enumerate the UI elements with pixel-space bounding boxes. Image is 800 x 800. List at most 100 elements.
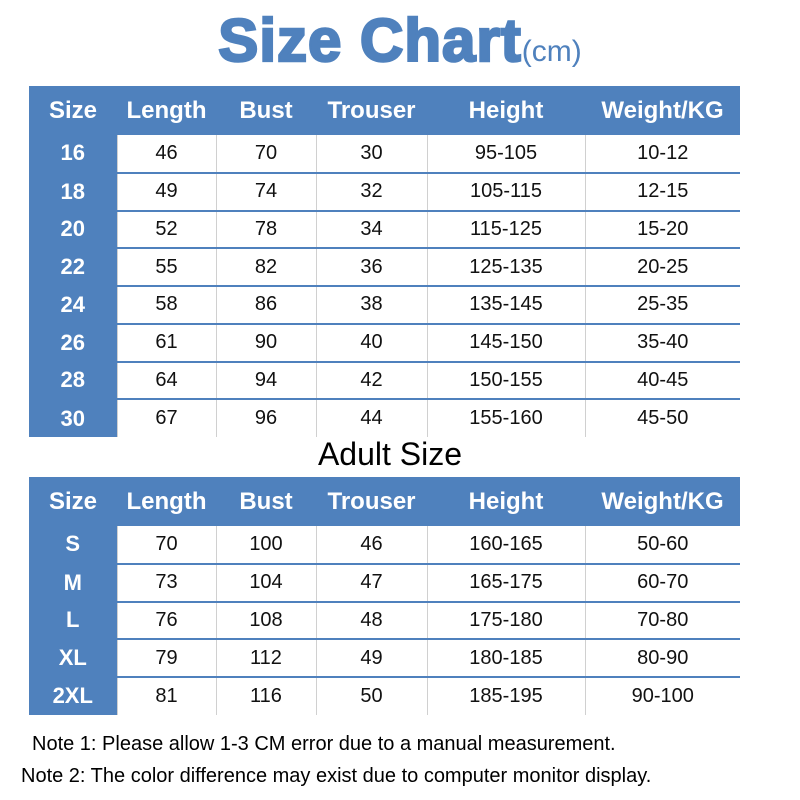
table-cell: 155-160 <box>426 399 585 437</box>
note-1: Note 1: Please allow 1-3 CM error due to… <box>32 733 616 755</box>
table-cell: 70 <box>215 135 316 174</box>
column-header: Trouser <box>327 487 416 515</box>
table-cell: 108 <box>215 601 316 641</box>
table-cell: 79 <box>116 639 216 678</box>
table-cell: 60-70 <box>584 563 740 603</box>
column-header: Trouser <box>327 96 416 124</box>
table-cell: 70-80 <box>584 601 740 641</box>
adult-size-table: Size Length Bust Trouser Height Weight/KG S 70 1… <box>29 477 740 715</box>
note-2: Note 2: The color difference may exist d… <box>21 765 652 787</box>
size-label-cell: 16 <box>29 135 117 174</box>
table-cell: 175-180 <box>426 601 585 641</box>
adult-size-heading: Adult Size <box>317 436 463 472</box>
header-row: Size Length Bust Trouser Height Weight/KG <box>29 477 740 526</box>
table-cell: 100 <box>215 526 316 565</box>
table-cell: 64 <box>116 361 216 401</box>
table-cell: 125-135 <box>426 248 585 287</box>
size-label-cell: M <box>29 563 117 603</box>
title-main: Size Chart <box>217 6 522 76</box>
table-cell: 55 <box>116 248 216 287</box>
column-header: Weight/KG <box>601 487 724 515</box>
table-cell: 135-145 <box>426 286 585 325</box>
table-cell: 145-150 <box>426 323 585 363</box>
table-cell: 165-175 <box>426 563 585 603</box>
table-cell: 81 <box>116 677 216 715</box>
table-cell: 116 <box>215 677 316 715</box>
size-label-cell: S <box>29 526 117 565</box>
table-cell: 80-90 <box>584 639 740 678</box>
size-label-cell: 24 <box>29 286 117 325</box>
column-header: Weight/KG <box>601 96 724 124</box>
table-cell: 105-115 <box>426 172 585 212</box>
table-row: 2XL 81 116 50 185-195 90-100 <box>29 677 740 715</box>
table-cell: 48 <box>315 601 427 641</box>
table-cell: 96 <box>215 399 316 437</box>
table-cell: 30 <box>315 135 427 174</box>
table-cell: 32 <box>315 172 427 212</box>
table-cell: 20-25 <box>584 248 740 287</box>
table-cell: 112 <box>215 639 316 678</box>
table-cell: 45-50 <box>584 399 740 437</box>
size-label-cell: 26 <box>29 323 117 363</box>
table-cell: 38 <box>315 286 427 325</box>
column-header: Height <box>468 96 544 124</box>
table-cell: 50-60 <box>584 526 740 565</box>
table-cell: 52 <box>116 210 216 250</box>
table-cell: 115-125 <box>426 210 585 250</box>
table-cell: 90-100 <box>584 677 740 715</box>
table-cell: 76 <box>116 601 216 641</box>
table-cell: 47 <box>315 563 427 603</box>
table-row: 18 49 74 32 105-115 12-15 <box>29 172 740 212</box>
table-cell: 42 <box>315 361 427 401</box>
table-cell: 12-15 <box>584 172 740 212</box>
column-header: Bust <box>239 96 293 124</box>
table-cell: 160-165 <box>426 526 585 565</box>
column-header: Length <box>126 96 207 124</box>
table-row: 16 46 70 30 95-105 10-12 <box>29 135 740 174</box>
table-row: S 70 100 46 160-165 50-60 <box>29 526 740 565</box>
size-label-cell: XL <box>29 639 117 678</box>
table-cell: 82 <box>215 248 316 287</box>
table-row: 30 67 96 44 155-160 45-50 <box>29 399 740 437</box>
table-row: L 76 108 48 175-180 70-80 <box>29 601 740 641</box>
size-label-cell: L <box>29 601 117 641</box>
size-label-cell: 22 <box>29 248 117 287</box>
table-cell: 86 <box>215 286 316 325</box>
table-row: 26 61 90 40 145-150 35-40 <box>29 323 740 363</box>
table-cell: 49 <box>315 639 427 678</box>
table-cell: 61 <box>116 323 216 363</box>
table-row: XL 79 112 49 180-185 80-90 <box>29 639 740 678</box>
column-header: Length <box>126 487 207 515</box>
table-cell: 49 <box>116 172 216 212</box>
table-cell: 10-12 <box>584 135 740 174</box>
column-header: Size <box>48 487 98 515</box>
table-row: M 73 104 47 165-175 60-70 <box>29 563 740 603</box>
table-cell: 150-155 <box>426 361 585 401</box>
table-cell: 90 <box>215 323 316 363</box>
column-header: Size <box>48 96 98 124</box>
table-row: 24 58 86 38 135-145 25-35 <box>29 286 740 325</box>
size-label-cell: 28 <box>29 361 117 401</box>
table-cell: 67 <box>116 399 216 437</box>
kids-size-table: Size Length Bust Trouser Height Weight/KG 16 46… <box>29 86 740 437</box>
table-cell: 70 <box>116 526 216 565</box>
table-row: 28 64 94 42 150-155 40-45 <box>29 361 740 401</box>
table-cell: 36 <box>315 248 427 287</box>
table-cell: 50 <box>315 677 427 715</box>
page-title: Size Chart(cm) <box>0 6 800 76</box>
table-cell: 46 <box>116 135 216 174</box>
size-label-cell: 30 <box>29 399 117 437</box>
table-cell: 73 <box>116 563 216 603</box>
table-cell: 40-45 <box>584 361 740 401</box>
table-cell: 74 <box>215 172 316 212</box>
table-cell: 25-35 <box>584 286 740 325</box>
header-row: Size Length Bust Trouser Height Weight/KG <box>29 86 740 135</box>
table-row: 22 55 82 36 125-135 20-25 <box>29 248 740 287</box>
table-cell: 180-185 <box>426 639 585 678</box>
table-cell: 46 <box>315 526 427 565</box>
table-cell: 78 <box>215 210 316 250</box>
table-row: 20 52 78 34 115-125 15-20 <box>29 210 740 250</box>
size-label-cell: 2XL <box>29 677 117 715</box>
table-cell: 104 <box>215 563 316 603</box>
table-cell: 58 <box>116 286 216 325</box>
